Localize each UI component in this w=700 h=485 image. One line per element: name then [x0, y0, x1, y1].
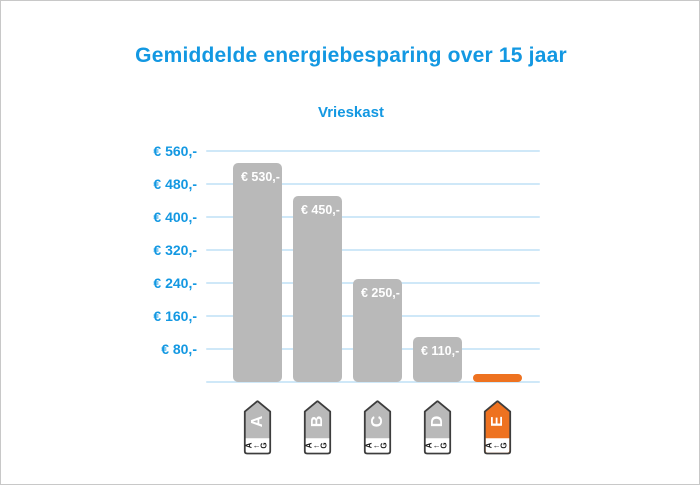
- bar-class-e: [473, 374, 522, 382]
- y-tick-80: € 80,-: [161, 341, 197, 357]
- y-tick-400: € 400,-: [153, 209, 197, 225]
- energy-class-letter: D: [428, 415, 445, 428]
- bar-value-label: € 250,-: [361, 286, 400, 300]
- energy-class-letter: C: [368, 415, 385, 428]
- scale-to-letter: G: [499, 442, 509, 449]
- scale-from-letter: A: [484, 442, 494, 449]
- gridline-480: [206, 183, 540, 185]
- scale-from-letter: A: [304, 442, 314, 449]
- bar-class-d: € 110,-: [413, 337, 462, 382]
- chart-subtitle: Vrieskast: [318, 104, 384, 121]
- energy-tag-b-icon: B A ← G: [303, 399, 332, 455]
- bar-value-label: € 110,-: [421, 344, 460, 358]
- bar-value-label: € 530,-: [241, 170, 280, 184]
- scale-to-letter: G: [319, 442, 329, 449]
- scale-to-letter: G: [439, 442, 449, 449]
- energy-scale-a-g: A ← G: [303, 438, 332, 453]
- energy-tag-a-icon: A A ← G: [243, 399, 272, 455]
- bar-class-a: € 530,-: [233, 163, 282, 382]
- left-arrow-icon: ←: [492, 441, 501, 450]
- gridline-320: [206, 249, 540, 251]
- bar-class-b: € 450,-: [293, 196, 342, 382]
- left-arrow-icon: ←: [312, 441, 321, 450]
- energy-scale-a-g: A ← G: [363, 438, 392, 453]
- scale-to-letter: G: [259, 442, 269, 449]
- energy-tag-shape: [363, 400, 391, 455]
- energy-tag-shape: [303, 400, 331, 455]
- energy-scale-a-g: A ← G: [243, 438, 272, 453]
- gridline-400: [206, 216, 540, 218]
- energy-scale-a-g: A ← G: [483, 438, 512, 453]
- chart-title: Gemiddelde energiebesparing over 15 jaar: [135, 44, 567, 67]
- y-tick-240: € 240,-: [153, 275, 197, 291]
- scale-from-letter: A: [244, 442, 254, 449]
- energy-class-letter: A: [248, 415, 265, 428]
- y-tick-480: € 480,-: [153, 176, 197, 192]
- energy-tag-shape: [243, 400, 271, 455]
- gridline-560: [206, 150, 540, 152]
- energy-tag-e-icon: E A ← G: [483, 399, 512, 455]
- energy-tag-shape: [423, 400, 451, 455]
- scale-from-letter: A: [424, 442, 434, 449]
- energy-tag-shape: [483, 400, 511, 455]
- y-tick-320: € 320,-: [153, 242, 197, 258]
- bar-value-label: € 450,-: [301, 203, 340, 217]
- energy-class-letter: E: [488, 416, 505, 427]
- scale-from-letter: A: [364, 442, 374, 449]
- left-arrow-icon: ←: [432, 441, 441, 450]
- scale-to-letter: G: [379, 442, 389, 449]
- gridline-baseline: [206, 381, 540, 383]
- y-tick-160: € 160,-: [153, 308, 197, 324]
- energy-tag-d-icon: D A ← G: [423, 399, 452, 455]
- y-tick-560: € 560,-: [153, 143, 197, 159]
- bar-class-c: € 250,-: [353, 279, 402, 382]
- energy-tag-c-icon: C A ← G: [363, 399, 392, 455]
- left-arrow-icon: ←: [252, 441, 261, 450]
- energy-scale-a-g: A ← G: [423, 438, 452, 453]
- left-arrow-icon: ←: [372, 441, 381, 450]
- energy-class-letter: B: [308, 415, 325, 428]
